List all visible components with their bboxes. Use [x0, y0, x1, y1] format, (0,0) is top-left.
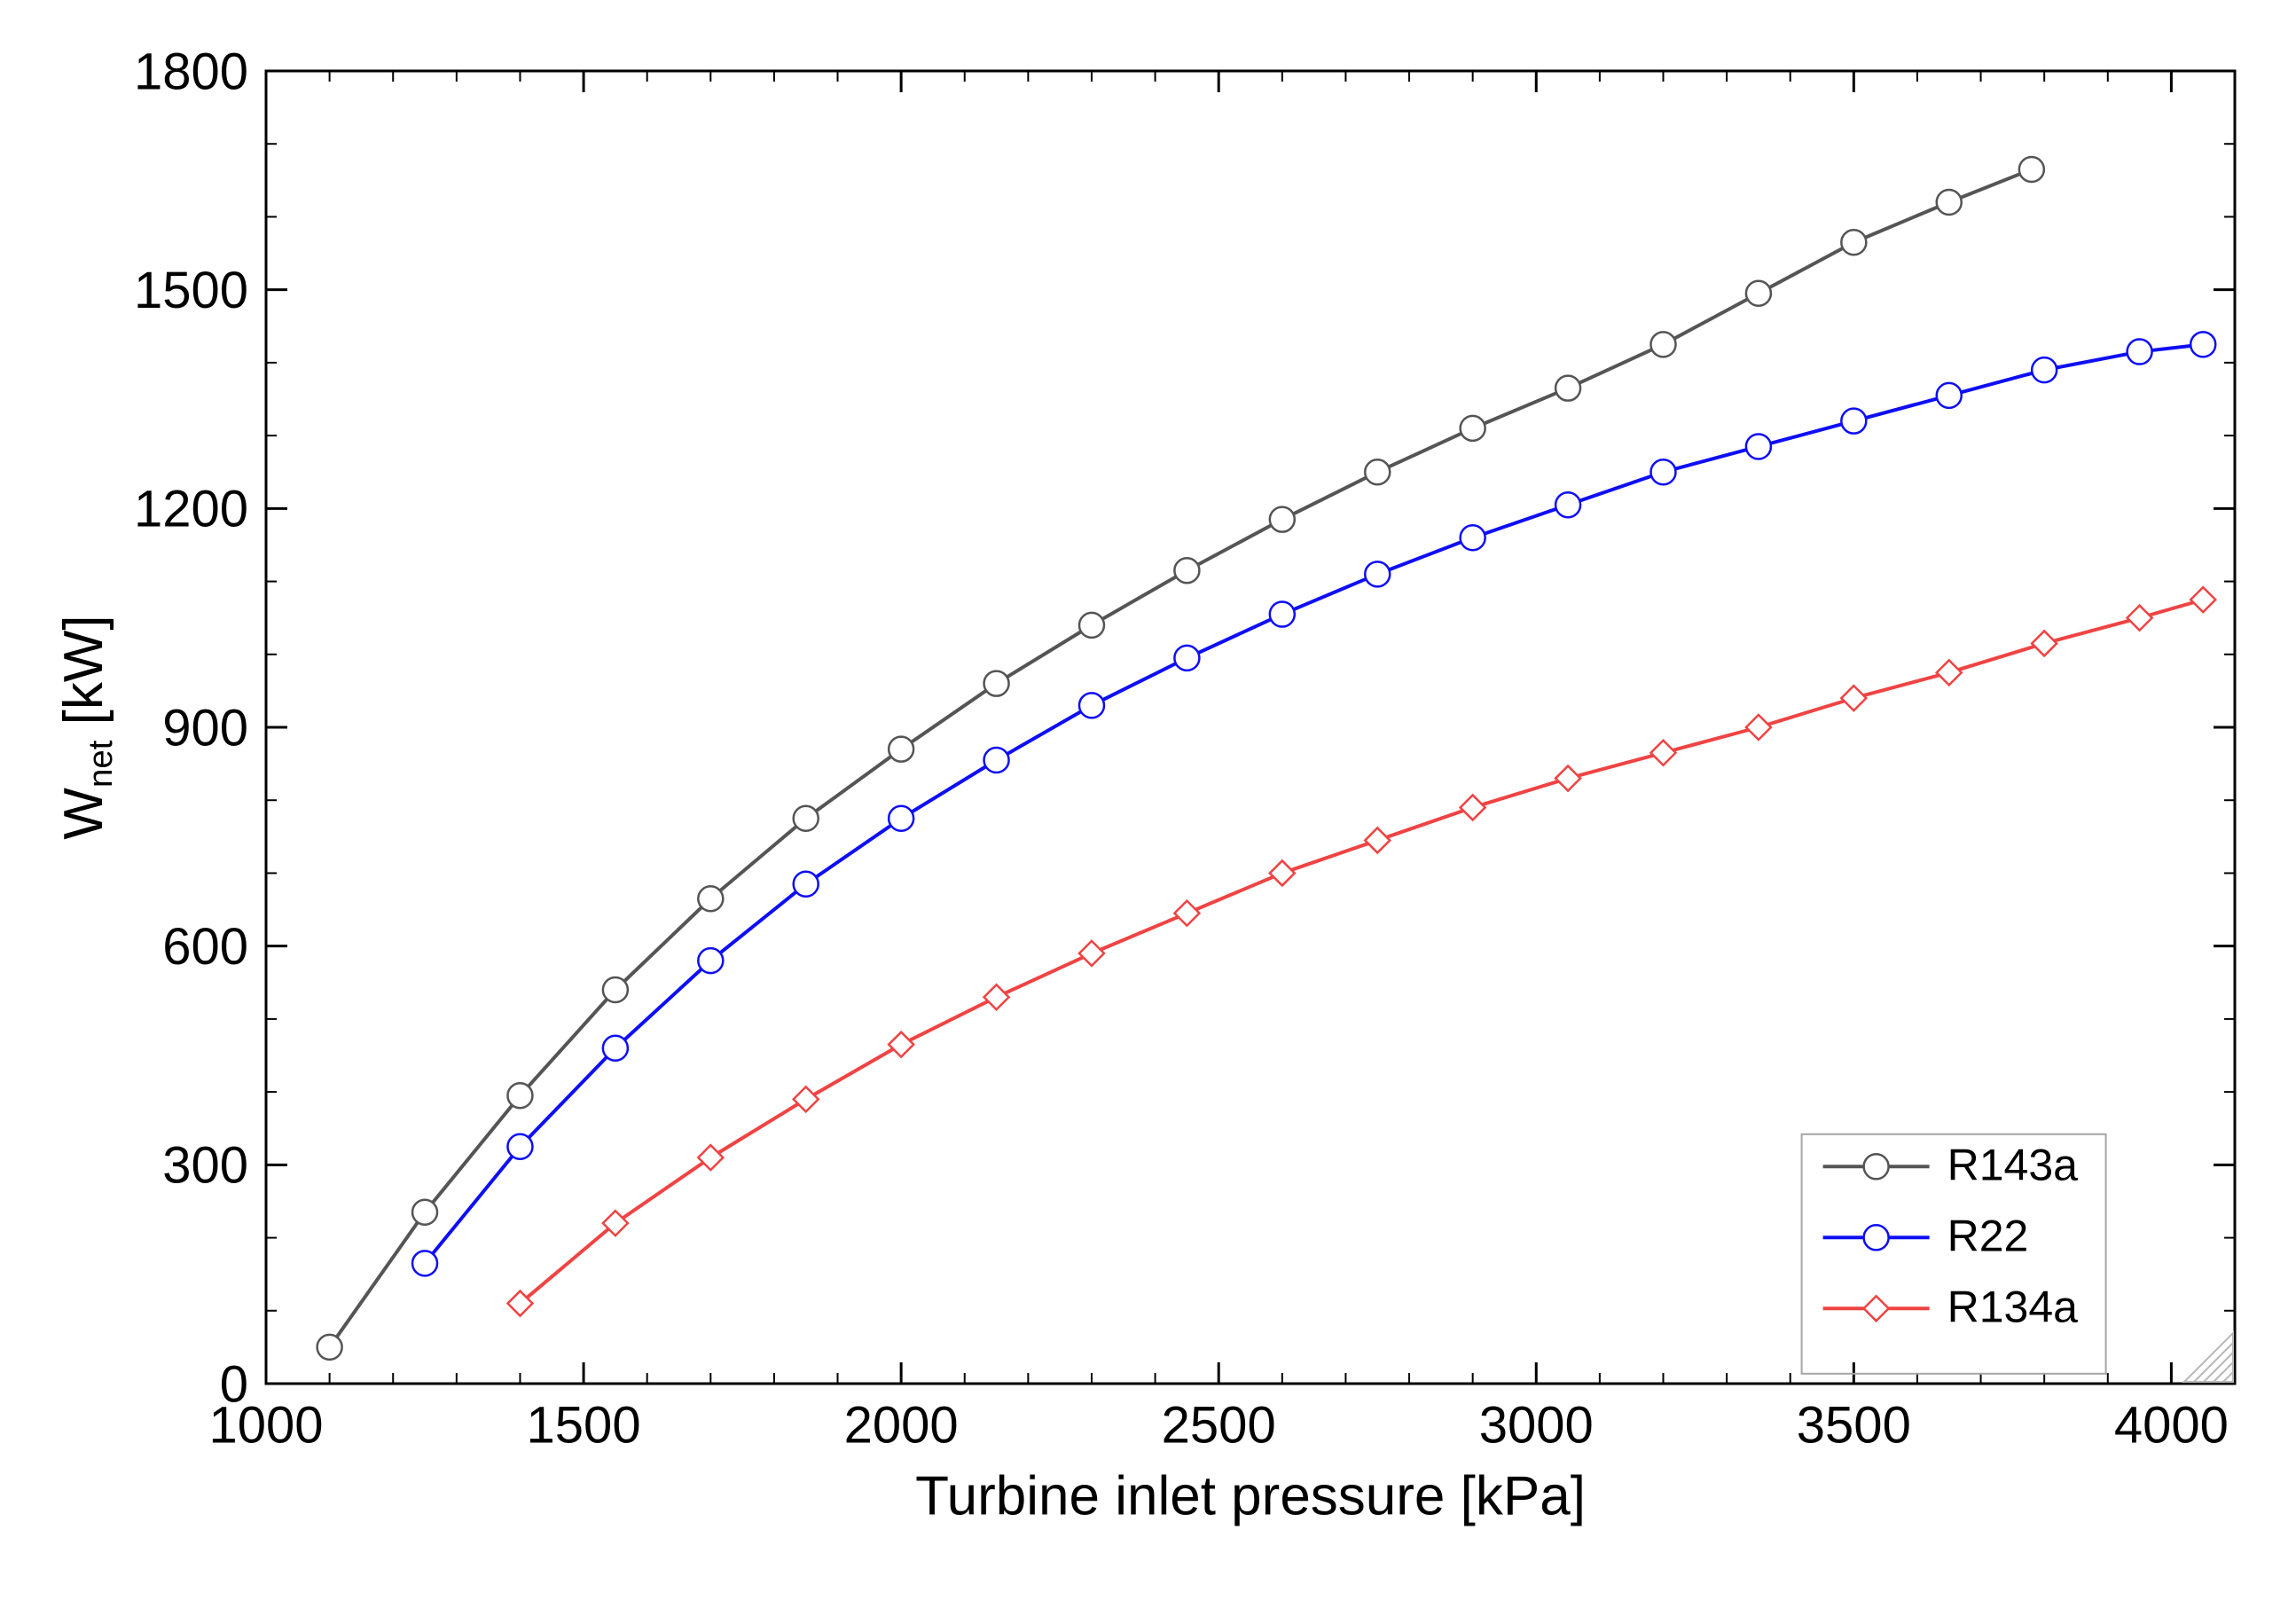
svg-text:R22: R22	[1947, 1211, 2029, 1260]
svg-text:R143a: R143a	[1947, 1140, 2079, 1189]
svg-text:Turbine inlet pressure [kPa]: Turbine inlet pressure [kPa]	[915, 1465, 1586, 1526]
svg-text:1500: 1500	[527, 1397, 641, 1455]
svg-text:300: 300	[162, 1137, 248, 1195]
svg-text:600: 600	[162, 918, 248, 976]
svg-text:3500: 3500	[1797, 1397, 1911, 1455]
svg-text:0: 0	[220, 1355, 248, 1413]
svg-text:3000: 3000	[1479, 1397, 1594, 1455]
svg-text:1200: 1200	[134, 481, 248, 538]
line-chart: 1000150020002500300035004000Turbine inle…	[0, 0, 2296, 1616]
svg-text:2000: 2000	[844, 1397, 959, 1455]
svg-text:R134a: R134a	[1947, 1282, 2079, 1331]
svg-text:Wnet [kW]: Wnet [kW]	[53, 615, 120, 839]
svg-text:2500: 2500	[1162, 1397, 1276, 1455]
svg-text:1800: 1800	[134, 43, 248, 100]
svg-text:900: 900	[162, 699, 248, 757]
chart-container: 1000150020002500300035004000Turbine inle…	[0, 0, 2296, 1616]
svg-text:1500: 1500	[134, 262, 248, 319]
svg-text:4000: 4000	[2114, 1397, 2229, 1455]
